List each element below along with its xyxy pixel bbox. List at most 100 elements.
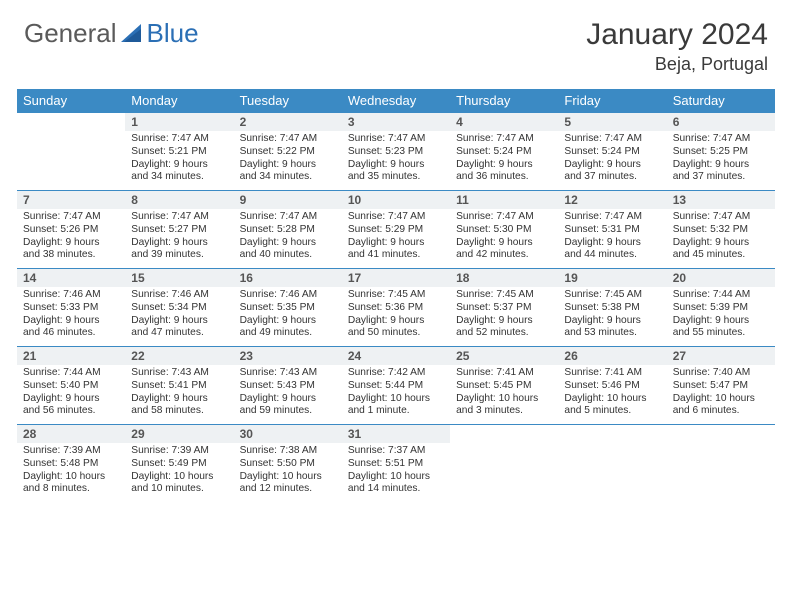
day-sr: Sunrise: 7:47 AM	[456, 133, 552, 146]
day-sr: Sunrise: 7:47 AM	[348, 133, 444, 146]
day-content: Sunrise: 7:44 AMSunset: 5:40 PMDaylight:…	[17, 365, 125, 424]
day-sr: Sunrise: 7:47 AM	[456, 211, 552, 224]
calendar-week-row: 14Sunrise: 7:46 AMSunset: 5:33 PMDayligh…	[17, 269, 775, 347]
day-number: 21	[17, 347, 125, 365]
day-dl1: Daylight: 9 hours	[456, 159, 552, 172]
calendar-day-cell: 2Sunrise: 7:47 AMSunset: 5:22 PMDaylight…	[234, 113, 342, 191]
calendar-day-cell: 19Sunrise: 7:45 AMSunset: 5:38 PMDayligh…	[558, 269, 666, 347]
day-dl1: Daylight: 9 hours	[240, 159, 336, 172]
day-content: Sunrise: 7:37 AMSunset: 5:51 PMDaylight:…	[342, 443, 450, 502]
day-sr: Sunrise: 7:39 AM	[23, 445, 119, 458]
day-dl1: Daylight: 10 hours	[131, 471, 227, 484]
day-number: 1	[125, 113, 233, 131]
day-sr: Sunrise: 7:44 AM	[673, 289, 769, 302]
day-dl2: and 55 minutes.	[673, 327, 769, 340]
day-content: Sunrise: 7:47 AMSunset: 5:25 PMDaylight:…	[667, 131, 775, 190]
day-content: Sunrise: 7:42 AMSunset: 5:44 PMDaylight:…	[342, 365, 450, 424]
day-content: Sunrise: 7:47 AMSunset: 5:26 PMDaylight:…	[17, 209, 125, 268]
day-dl1: Daylight: 10 hours	[348, 471, 444, 484]
day-ss: Sunset: 5:24 PM	[564, 146, 660, 159]
day-ss: Sunset: 5:37 PM	[456, 302, 552, 315]
day-ss: Sunset: 5:51 PM	[348, 458, 444, 471]
day-content: Sunrise: 7:44 AMSunset: 5:39 PMDaylight:…	[667, 287, 775, 346]
day-content: Sunrise: 7:47 AMSunset: 5:24 PMDaylight:…	[450, 131, 558, 190]
day-number: 23	[234, 347, 342, 365]
day-dl2: and 41 minutes.	[348, 249, 444, 262]
day-dl2: and 53 minutes.	[564, 327, 660, 340]
day-dl1: Daylight: 9 hours	[348, 159, 444, 172]
day-sr: Sunrise: 7:47 AM	[131, 133, 227, 146]
day-dl2: and 38 minutes.	[23, 249, 119, 262]
day-ss: Sunset: 5:29 PM	[348, 224, 444, 237]
day-ss: Sunset: 5:35 PM	[240, 302, 336, 315]
day-number: 13	[667, 191, 775, 209]
day-ss: Sunset: 5:49 PM	[131, 458, 227, 471]
day-ss: Sunset: 5:36 PM	[348, 302, 444, 315]
calendar-day-cell: 27Sunrise: 7:40 AMSunset: 5:47 PMDayligh…	[667, 347, 775, 425]
weekday-header: Sunday	[17, 89, 125, 113]
logo: General Blue	[24, 18, 199, 49]
day-dl2: and 52 minutes.	[456, 327, 552, 340]
calendar-day-cell: 12Sunrise: 7:47 AMSunset: 5:31 PMDayligh…	[558, 191, 666, 269]
day-sr: Sunrise: 7:47 AM	[23, 211, 119, 224]
day-ss: Sunset: 5:25 PM	[673, 146, 769, 159]
weekday-header: Friday	[558, 89, 666, 113]
day-number: 25	[450, 347, 558, 365]
day-dl1: Daylight: 9 hours	[240, 393, 336, 406]
calendar-day-cell: 17Sunrise: 7:45 AMSunset: 5:36 PMDayligh…	[342, 269, 450, 347]
day-content: Sunrise: 7:39 AMSunset: 5:48 PMDaylight:…	[17, 443, 125, 502]
day-content: Sunrise: 7:47 AMSunset: 5:24 PMDaylight:…	[558, 131, 666, 190]
day-dl1: Daylight: 9 hours	[240, 237, 336, 250]
calendar-day-cell: 9Sunrise: 7:47 AMSunset: 5:28 PMDaylight…	[234, 191, 342, 269]
page-header: General Blue January 2024 Beja, Portugal	[0, 0, 792, 83]
calendar-day-cell: 29Sunrise: 7:39 AMSunset: 5:49 PMDayligh…	[125, 425, 233, 503]
day-dl1: Daylight: 9 hours	[456, 315, 552, 328]
day-ss: Sunset: 5:44 PM	[348, 380, 444, 393]
day-ss: Sunset: 5:23 PM	[348, 146, 444, 159]
day-number: 6	[667, 113, 775, 131]
calendar-day-cell: 31Sunrise: 7:37 AMSunset: 5:51 PMDayligh…	[342, 425, 450, 503]
month-title: January 2024	[586, 18, 768, 52]
day-number: 16	[234, 269, 342, 287]
day-sr: Sunrise: 7:41 AM	[564, 367, 660, 380]
day-dl1: Daylight: 9 hours	[240, 315, 336, 328]
day-content: Sunrise: 7:47 AMSunset: 5:30 PMDaylight:…	[450, 209, 558, 268]
day-dl2: and 5 minutes.	[564, 405, 660, 418]
day-dl2: and 14 minutes.	[348, 483, 444, 496]
day-number: 17	[342, 269, 450, 287]
day-sr: Sunrise: 7:47 AM	[348, 211, 444, 224]
day-ss: Sunset: 5:32 PM	[673, 224, 769, 237]
calendar-day-cell: 7Sunrise: 7:47 AMSunset: 5:26 PMDaylight…	[17, 191, 125, 269]
day-dl1: Daylight: 9 hours	[131, 159, 227, 172]
day-number: 19	[558, 269, 666, 287]
day-ss: Sunset: 5:33 PM	[23, 302, 119, 315]
calendar-day-cell: 8Sunrise: 7:47 AMSunset: 5:27 PMDaylight…	[125, 191, 233, 269]
day-ss: Sunset: 5:46 PM	[564, 380, 660, 393]
day-dl1: Daylight: 9 hours	[131, 237, 227, 250]
calendar-week-row: 7Sunrise: 7:47 AMSunset: 5:26 PMDaylight…	[17, 191, 775, 269]
day-ss: Sunset: 5:40 PM	[23, 380, 119, 393]
calendar-day-cell: 26Sunrise: 7:41 AMSunset: 5:46 PMDayligh…	[558, 347, 666, 425]
day-sr: Sunrise: 7:45 AM	[564, 289, 660, 302]
day-ss: Sunset: 5:47 PM	[673, 380, 769, 393]
day-content: Sunrise: 7:46 AMSunset: 5:33 PMDaylight:…	[17, 287, 125, 346]
day-dl1: Daylight: 9 hours	[131, 393, 227, 406]
day-dl2: and 58 minutes.	[131, 405, 227, 418]
calendar-day-cell	[17, 113, 125, 191]
day-number: 2	[234, 113, 342, 131]
calendar-day-cell: 4Sunrise: 7:47 AMSunset: 5:24 PMDaylight…	[450, 113, 558, 191]
day-number: 27	[667, 347, 775, 365]
day-dl1: Daylight: 9 hours	[131, 315, 227, 328]
logo-text-blue: Blue	[147, 18, 199, 49]
day-number: 29	[125, 425, 233, 443]
day-dl1: Daylight: 9 hours	[348, 315, 444, 328]
calendar-day-cell: 28Sunrise: 7:39 AMSunset: 5:48 PMDayligh…	[17, 425, 125, 503]
calendar-day-cell: 1Sunrise: 7:47 AMSunset: 5:21 PMDaylight…	[125, 113, 233, 191]
day-number: 14	[17, 269, 125, 287]
day-dl2: and 59 minutes.	[240, 405, 336, 418]
day-number: 5	[558, 113, 666, 131]
day-dl2: and 40 minutes.	[240, 249, 336, 262]
day-number: 4	[450, 113, 558, 131]
calendar-week-row: 21Sunrise: 7:44 AMSunset: 5:40 PMDayligh…	[17, 347, 775, 425]
calendar-day-cell: 11Sunrise: 7:47 AMSunset: 5:30 PMDayligh…	[450, 191, 558, 269]
